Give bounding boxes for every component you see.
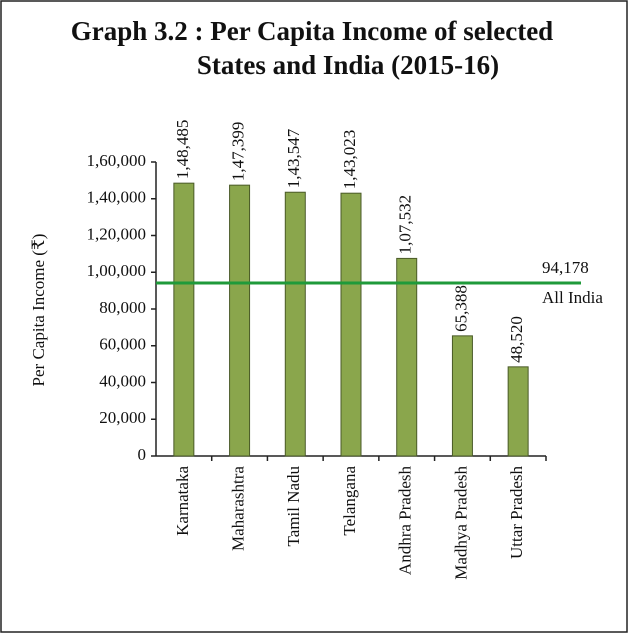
bar bbox=[507, 366, 529, 457]
x-tick-label: Karnataka bbox=[173, 466, 192, 536]
y-tick-label: 60,000 bbox=[99, 335, 146, 354]
x-tick-label: Telangana bbox=[340, 466, 359, 536]
bar bbox=[340, 192, 362, 457]
value-label: 1,43,547 bbox=[284, 128, 303, 188]
y-axis-label: Per Capita Income (₹) bbox=[29, 234, 48, 387]
value-label: 65,388 bbox=[451, 285, 470, 332]
y-tick-label: 1,00,000 bbox=[87, 261, 147, 280]
y-tick-label: 0 bbox=[138, 445, 147, 464]
x-tick-label: Maharashtra bbox=[228, 466, 247, 551]
x-tick-label: Uttar Pradesh bbox=[507, 466, 526, 560]
x-tick-label: Andhra Pradesh bbox=[396, 466, 415, 576]
chart-title: States and India (2015-16) bbox=[197, 50, 499, 80]
x-tick-label: Madhya Pradesh bbox=[451, 466, 470, 580]
bar bbox=[284, 191, 306, 457]
y-tick-label: 40,000 bbox=[99, 371, 146, 390]
value-label: 1,43,023 bbox=[340, 130, 359, 190]
value-label: 1,07,532 bbox=[396, 195, 415, 255]
y-tick-label: 20,000 bbox=[99, 408, 146, 427]
bar bbox=[229, 184, 251, 457]
y-tick-label: 1,20,000 bbox=[87, 224, 147, 243]
chart-title: Graph 3.2 : Per Capita Income of selecte… bbox=[71, 16, 553, 46]
bar bbox=[451, 335, 473, 457]
x-tick-label: Tamil Nadu bbox=[284, 466, 303, 547]
reference-value-label: 94,178 bbox=[542, 258, 589, 277]
bar bbox=[396, 257, 418, 457]
y-tick-label: 1,40,000 bbox=[87, 188, 147, 207]
reference-name: All India bbox=[542, 288, 603, 307]
bar bbox=[173, 182, 195, 457]
y-tick-label: 1,60,000 bbox=[87, 151, 147, 170]
value-label: 1,48,485 bbox=[173, 120, 192, 180]
y-tick-label: 80,000 bbox=[99, 298, 146, 317]
value-label: 48,520 bbox=[507, 316, 526, 363]
value-label: 1,47,399 bbox=[228, 122, 247, 181]
